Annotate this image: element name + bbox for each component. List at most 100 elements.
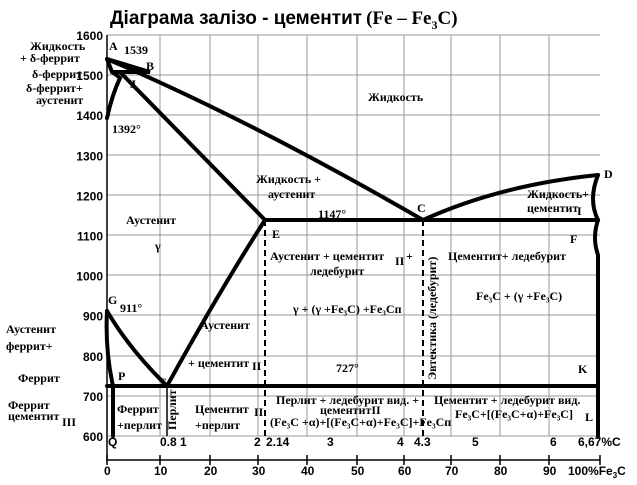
region-label: (Fe₃C +α)+[(Fe₃C+α)+Fe₃C]+Fe₃Cп xyxy=(270,415,451,429)
point-label: C xyxy=(417,201,426,215)
region-label: II xyxy=(252,359,262,373)
carbon-tick: 2 xyxy=(254,435,261,449)
carbon-tick: 1 xyxy=(180,435,187,449)
carbon-tick: 5 xyxy=(472,435,479,449)
point-label: G xyxy=(108,293,117,307)
title-sub: 3 xyxy=(431,18,437,32)
left-label: + δ-феррит xyxy=(20,51,80,65)
cementite-tick: 100%Fe3C xyxy=(568,464,626,480)
cementite-tick: 0 xyxy=(104,464,111,478)
sub: 3 xyxy=(613,471,618,480)
region-label: Эвтектика (ледебурит) xyxy=(425,257,439,380)
temperature-tick: 1100 xyxy=(77,230,103,244)
axes xyxy=(106,35,601,465)
temperature-tick: 1300 xyxy=(76,149,103,163)
left-label: Феррит xyxy=(8,398,50,412)
region-label: Жидкость + xyxy=(256,172,321,186)
temperature-tick: 600 xyxy=(83,430,103,444)
temp-label: 911° xyxy=(120,301,142,315)
carbon-tick: 4 xyxy=(397,435,404,449)
region-label: Аустенит xyxy=(200,318,250,332)
point-label: E xyxy=(272,227,280,241)
cementite-tick: 50 xyxy=(351,464,365,478)
cementite-tick: 60 xyxy=(398,464,412,478)
temperature-tick: 1000 xyxy=(76,270,103,284)
point-label: F xyxy=(570,232,577,246)
left-label: δ-феррит xyxy=(32,67,82,81)
region-label: + xyxy=(406,249,413,263)
left-label: III xyxy=(62,415,76,429)
point-label: K xyxy=(578,362,588,376)
title-main: Діаграма залізо - цементит xyxy=(110,8,362,29)
carbon-tick: 3 xyxy=(327,435,334,449)
title-formula: C) xyxy=(437,8,457,29)
region-label: Цементит+ ледебурит xyxy=(448,249,566,263)
region-label: +перлит xyxy=(195,418,240,432)
cementite-tick: 10 xyxy=(154,464,168,478)
temp-label: 1147° xyxy=(318,207,346,221)
left-label: Аустенит xyxy=(6,322,56,336)
temperature-tick: 700 xyxy=(83,390,103,404)
region-label: ледебурит xyxy=(310,264,364,278)
left-label: Феррит xyxy=(18,371,60,385)
carbon-tick: Q xyxy=(108,435,117,449)
cementite-tick: 30 xyxy=(252,464,266,478)
point-label: A xyxy=(109,39,118,53)
region-label: Аустенит xyxy=(126,213,176,227)
point-label: D xyxy=(604,167,613,181)
carbon-tick: 6 xyxy=(550,435,557,449)
cementite-tick: 70 xyxy=(445,464,459,478)
region-label: II xyxy=(395,254,405,268)
temperature-tick: 1400 xyxy=(76,109,103,123)
region-label: Жидкость+ xyxy=(527,187,589,201)
region-label: Жидкость xyxy=(368,90,424,104)
temperature-tick: 1500 xyxy=(76,69,103,83)
carbon-tick: 2.14 xyxy=(266,435,290,449)
region-label: +перлит xyxy=(117,418,162,432)
phase-lines xyxy=(104,57,601,438)
temperature-tick: 1200 xyxy=(76,189,103,203)
region-label: аустенит xyxy=(268,187,315,201)
cementite-tick: 80 xyxy=(494,464,508,478)
region-label: Феррит xyxy=(117,402,159,416)
point-label: L xyxy=(585,410,593,424)
region-label: II xyxy=(254,405,264,419)
left-label: аустенит xyxy=(36,93,83,107)
carbon-tick: 4.3 xyxy=(414,435,431,449)
point-label: P xyxy=(118,369,125,383)
temp-label: 1539 xyxy=(124,43,148,57)
temp-label: 1392° xyxy=(112,122,141,136)
cementite-tick: 90 xyxy=(543,464,557,478)
region-label: Цементит xyxy=(195,402,249,416)
text: C xyxy=(617,464,626,478)
left-label: δ-феррит+ xyxy=(26,81,83,95)
temperature-tick: 900 xyxy=(83,310,103,324)
region-label: Fe₃C + (γ +Fe₃C) xyxy=(476,289,562,303)
left-label: цементит xyxy=(8,409,59,423)
grid xyxy=(107,34,600,437)
left-label: Жидкость xyxy=(30,39,86,53)
title: Діаграма залізо - цементит (Fe – Fe3C) xyxy=(110,8,458,32)
region-label: γ xyxy=(154,239,161,253)
region-label: цементит xyxy=(527,201,578,215)
carbon-tick: 6,67%C xyxy=(578,435,621,449)
region-label: Перлит + ледебурит вид. + xyxy=(276,393,419,407)
cementite-tick: 20 xyxy=(204,464,218,478)
region-label: I xyxy=(577,204,582,218)
temperature-tick: 1600 xyxy=(76,29,103,43)
region-label: Fe₃C+[(Fe₃C+α)+Fe₃C] xyxy=(455,407,573,421)
region-label: цементитII xyxy=(320,403,381,417)
cementite-tick: 40 xyxy=(301,464,315,478)
point-label: B xyxy=(146,59,154,73)
region-label: + цементит xyxy=(188,356,249,370)
temp-label: 727° xyxy=(336,361,359,375)
title-formula: (Fe – Fe xyxy=(366,8,431,29)
region-label: Цементит + ледебурит вид. xyxy=(434,393,580,407)
left-label: феррит+ xyxy=(6,339,53,353)
temperature-tick: 800 xyxy=(83,350,103,364)
point-label: J xyxy=(130,77,136,91)
point-label: S xyxy=(160,375,167,389)
region-label: γ + (γ +Fe₃C) +Fe₃Cп xyxy=(292,302,402,316)
region-label: Аустенит + цементит xyxy=(270,249,384,263)
